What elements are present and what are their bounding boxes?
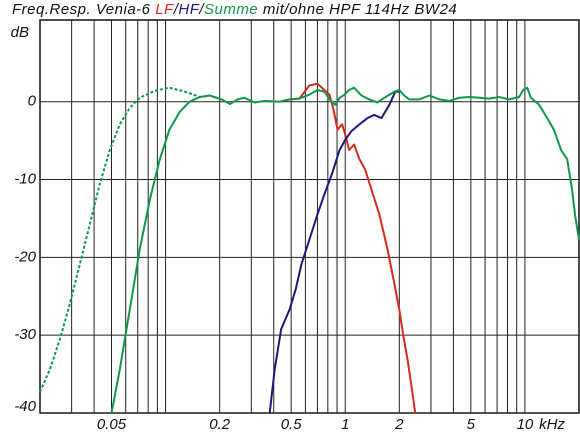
- legend-entry: HF: [178, 1, 199, 18]
- x-tick-label: 10: [517, 416, 534, 433]
- x-tick-label: 5: [467, 416, 476, 433]
- title-part: mit/ohne HPF 114Hz BW24: [263, 1, 457, 18]
- y-tick-label: -40: [14, 398, 36, 415]
- x-tick-label: 0.05: [97, 416, 127, 433]
- legend-entry: Summe: [204, 1, 258, 18]
- y-axis-label: dB: [11, 24, 29, 41]
- legend-entry: LF: [155, 1, 174, 18]
- title-part: /: [198, 1, 205, 18]
- chart-title: Freq.Resp. Venia-6 LF/HF/Summe mit/ohne …: [12, 1, 457, 18]
- series-line: [268, 90, 402, 414]
- y-tick-label: 0: [28, 93, 37, 110]
- y-tick-label: -30: [14, 326, 36, 343]
- series-line: [279, 82, 417, 414]
- plot-frame: [39, 19, 580, 414]
- x-tick-label: 2: [394, 416, 404, 433]
- x-tick-label: 1: [341, 416, 349, 433]
- y-tick-label: -10: [14, 171, 36, 188]
- x-tick-label: 0.5: [281, 416, 303, 433]
- series-line: [39, 86, 210, 393]
- x-tick-label: 0.2: [209, 416, 231, 433]
- title-part: /: [173, 1, 180, 18]
- title-part: Freq.Resp. Venia-6: [12, 1, 151, 18]
- series-line: [110, 86, 580, 414]
- x-axis-label: kHz: [539, 416, 565, 433]
- y-tick-label: -20: [14, 248, 36, 265]
